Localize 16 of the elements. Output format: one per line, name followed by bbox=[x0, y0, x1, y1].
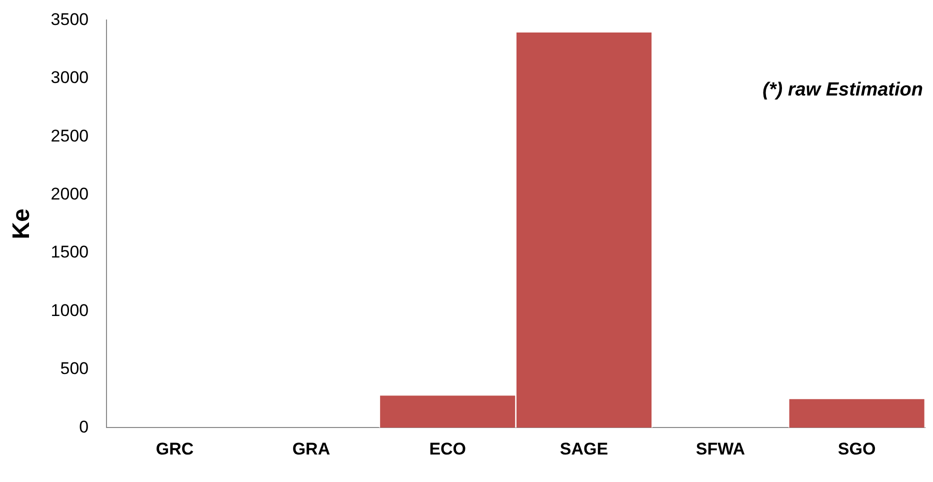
y-axis-title: Ke bbox=[8, 208, 36, 240]
x-tick-label: SGO bbox=[838, 439, 876, 458]
y-tick-label: 3000 bbox=[50, 68, 89, 88]
y-tick-label: 0 bbox=[79, 417, 89, 436]
x-tick-label: SAGE bbox=[560, 439, 608, 458]
x-tick-label: GRA bbox=[292, 439, 330, 458]
x-tick-label: GRC bbox=[156, 439, 194, 458]
y-tick-label: 1000 bbox=[50, 300, 89, 320]
x-tick-label: ECO bbox=[429, 439, 466, 458]
y-tick-label: 2000 bbox=[50, 184, 89, 204]
y-tick-label: 3500 bbox=[50, 10, 89, 29]
annotation: (*) raw Estimation bbox=[762, 79, 923, 100]
x-tick-label: SFWA bbox=[696, 439, 745, 458]
y-tick-label: 1500 bbox=[50, 242, 89, 262]
y-tick-label: 2500 bbox=[50, 126, 89, 146]
y-tick-label: 500 bbox=[60, 359, 89, 378]
